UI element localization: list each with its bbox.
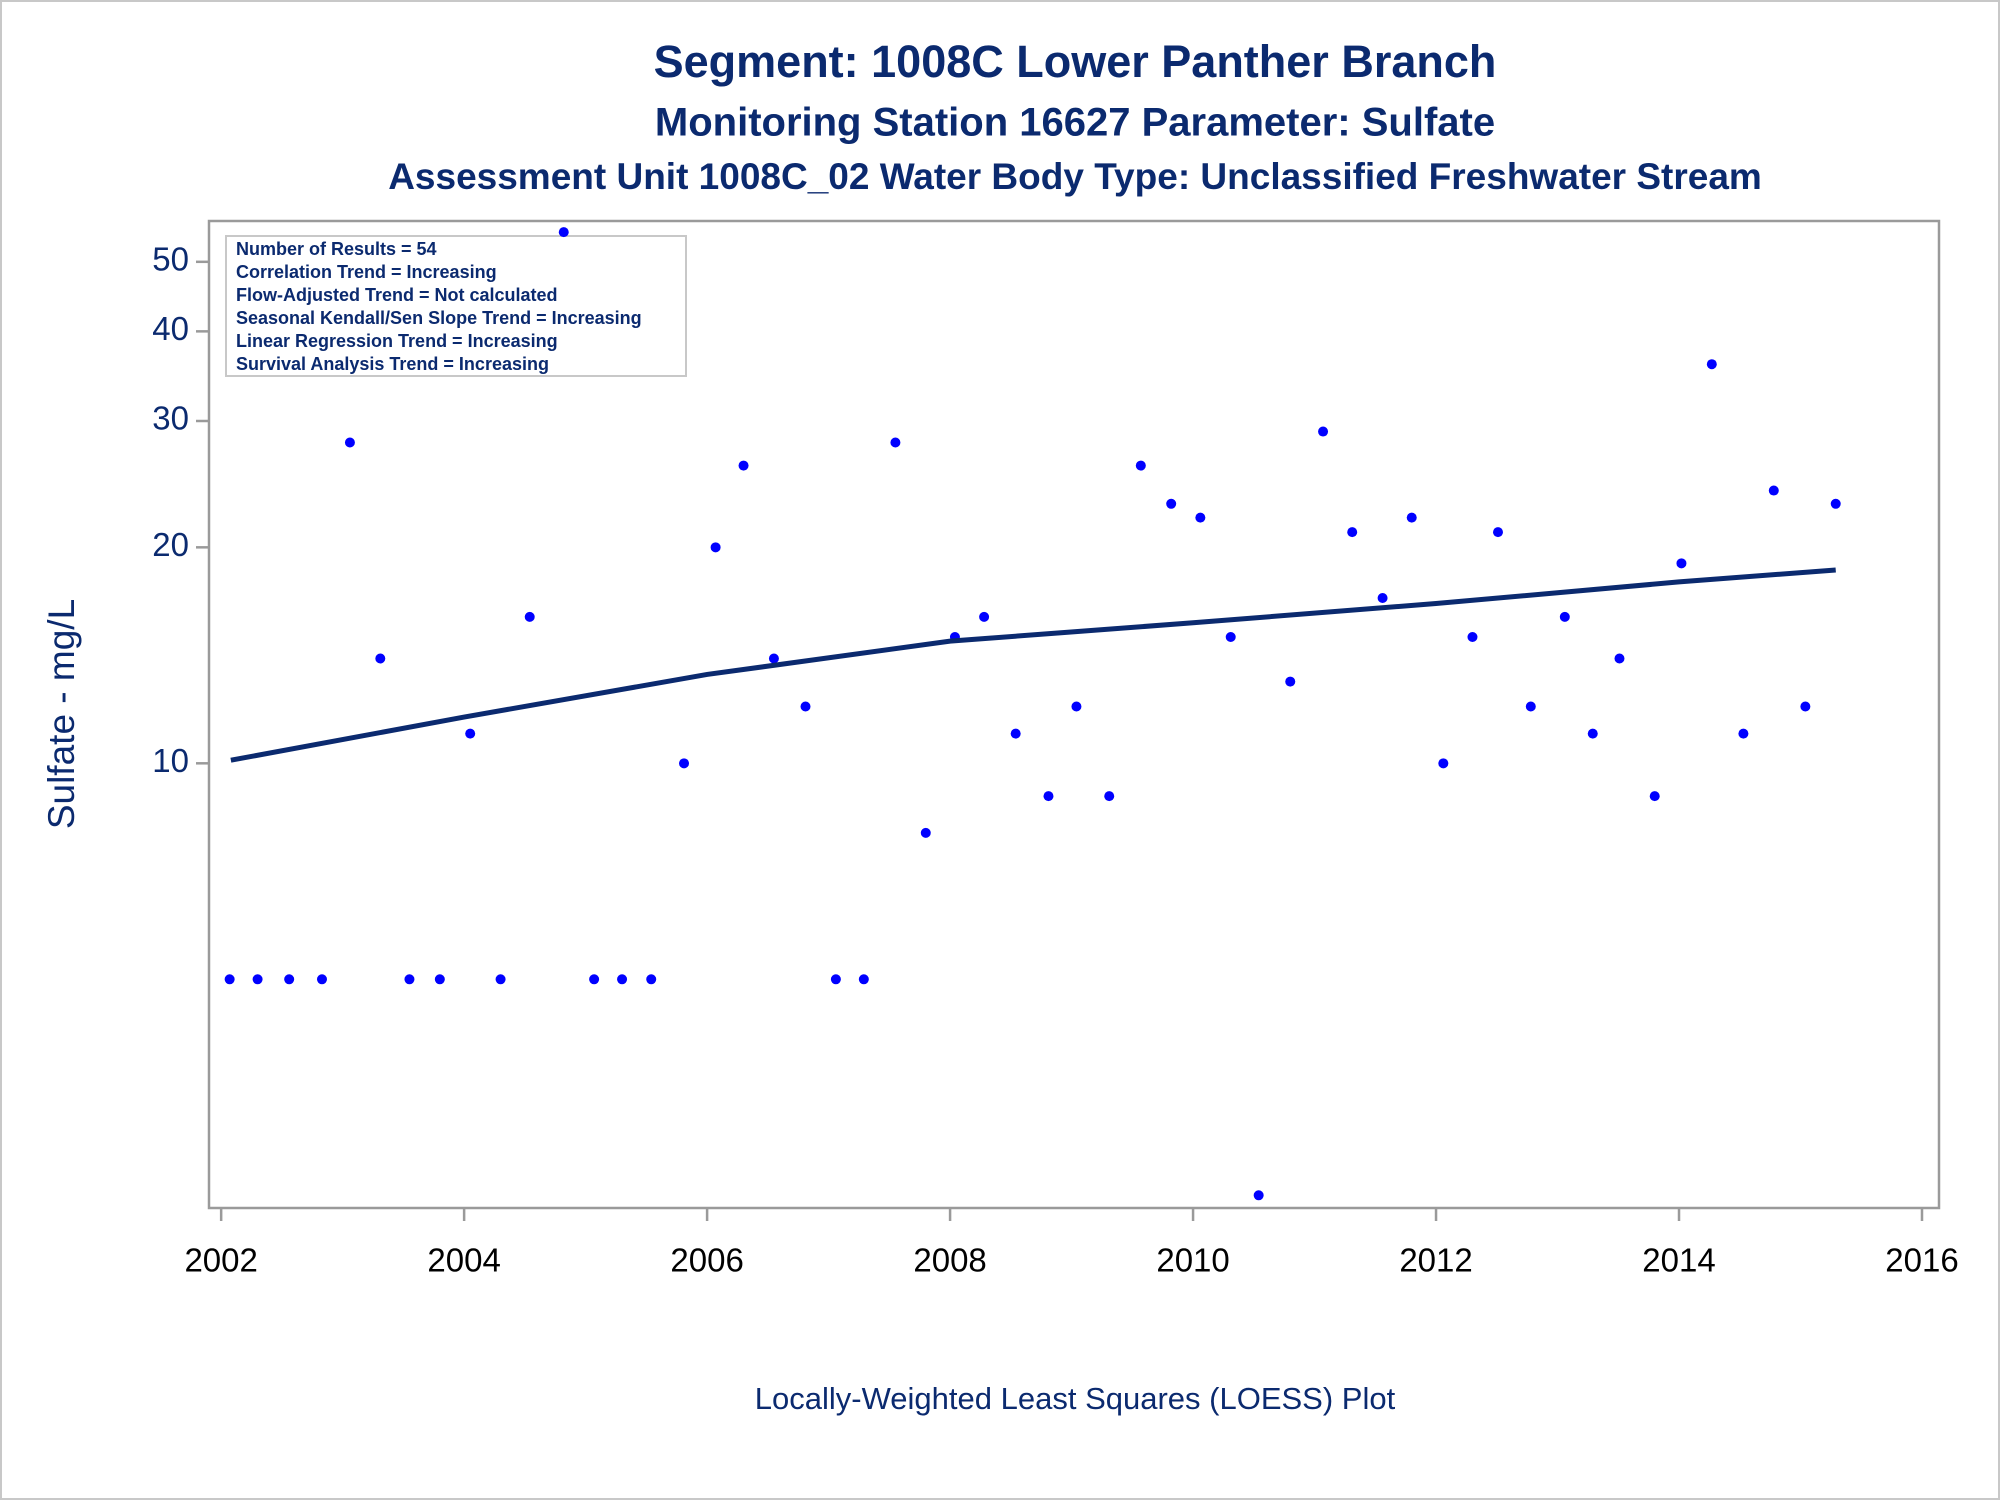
data-point — [1587, 728, 1598, 739]
data-point — [679, 758, 690, 769]
data-point — [1318, 426, 1329, 437]
data-point — [558, 227, 569, 238]
data-point — [1525, 701, 1536, 712]
data-point — [1768, 485, 1779, 496]
data-point — [830, 974, 841, 985]
data-point — [858, 974, 869, 985]
annotation: Survival Analysis Trend = Increasing — [236, 354, 549, 374]
data-point — [710, 542, 721, 553]
data-point — [316, 974, 327, 985]
data-point — [224, 974, 235, 985]
x-tick-label: 2016 — [1885, 1242, 1958, 1279]
data-point — [1800, 701, 1811, 712]
chart-subtitle: Assessment Unit 1008C_02 Water Body Type… — [388, 156, 1762, 197]
x-tick-label: 2012 — [1399, 1242, 1472, 1279]
data-point — [1285, 676, 1296, 687]
data-point — [738, 460, 749, 471]
annotation: Flow-Adjusted Trend = Not calculated — [236, 285, 558, 305]
data-point — [1438, 758, 1449, 769]
x-tick-label: 2002 — [184, 1242, 257, 1279]
annotation: Seasonal Kendall/Sen Slope Trend = Incre… — [236, 308, 642, 328]
data-point — [1195, 512, 1206, 523]
data-point — [1406, 512, 1417, 523]
x-tick-label: 2008 — [913, 1242, 986, 1279]
data-point — [646, 974, 657, 985]
data-point — [1135, 460, 1146, 471]
data-point — [1559, 611, 1570, 622]
annotation-box — [225, 235, 687, 377]
data-point — [252, 974, 263, 985]
data-point — [1225, 631, 1236, 642]
data-point — [979, 611, 990, 622]
data-point — [589, 974, 600, 985]
data-point — [1043, 791, 1054, 802]
loess-line — [230, 567, 1836, 763]
data-point — [1467, 631, 1478, 642]
y-tick-label: 10 — [152, 742, 189, 779]
data-point — [1706, 359, 1717, 370]
data-point — [1830, 498, 1841, 509]
caption: Locally-Weighted Least Squares (LOESS) P… — [755, 1381, 1396, 1416]
data-point — [768, 653, 779, 664]
data-point — [284, 974, 295, 985]
data-point — [434, 974, 445, 985]
x-tick-label: 2014 — [1642, 1242, 1715, 1279]
data-point — [800, 701, 811, 712]
data-point — [524, 611, 535, 622]
annotation: Number of Results = 54 — [236, 239, 437, 259]
data-point — [617, 974, 628, 985]
data-point — [375, 653, 386, 664]
data-point — [1253, 1190, 1264, 1201]
data-point — [1010, 728, 1021, 739]
data-point — [1347, 527, 1358, 538]
chart-subtitle: Monitoring Station 16627 Parameter: Sulf… — [655, 101, 1495, 145]
chart-title: Segment: 1008C Lower Panther Branch — [654, 36, 1497, 87]
data-point — [890, 437, 901, 448]
x-tick-label: 2006 — [670, 1242, 743, 1279]
x-tick-label: 2004 — [427, 1242, 500, 1279]
data-point — [465, 728, 476, 739]
data-point — [1614, 653, 1625, 664]
x-tick-label: 2010 — [1156, 1242, 1229, 1279]
y-tick-label: 50 — [152, 241, 189, 278]
data-point — [1166, 498, 1177, 509]
data-point — [1649, 791, 1660, 802]
plot-frame — [207, 219, 1941, 1210]
y-tick-label: 20 — [152, 526, 189, 563]
data-point — [1738, 728, 1749, 739]
annotation: Linear Regression Trend = Increasing — [236, 331, 558, 351]
y-axis-label: Sulfate - mg/L — [41, 599, 82, 829]
y-tick-label: 30 — [152, 400, 189, 437]
annotation: Correlation Trend = Increasing — [236, 262, 497, 282]
y-tick-label: 40 — [152, 310, 189, 347]
data-point — [344, 437, 355, 448]
data-point — [1676, 558, 1687, 569]
data-point — [1377, 592, 1388, 603]
data-point — [1071, 701, 1082, 712]
data-point — [1492, 527, 1503, 538]
data-point — [495, 974, 506, 985]
data-point — [920, 827, 931, 838]
data-point — [1104, 791, 1115, 802]
data-point — [404, 974, 415, 985]
